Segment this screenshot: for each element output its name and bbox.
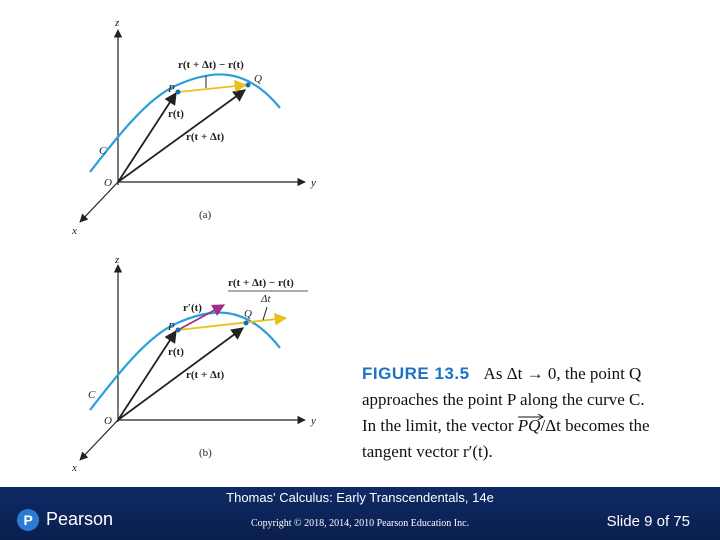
- point-q-marker-a: [245, 82, 251, 88]
- q-label-a: Q: [254, 73, 262, 85]
- secant-vector-a: [177, 79, 248, 93]
- x-label-a: x: [71, 225, 77, 237]
- caption-line-2: approaches the point P along the curve C…: [362, 390, 645, 409]
- caption-vector-pq: PQ: [517, 413, 544, 439]
- pearson-brand: Pearson: [46, 509, 114, 529]
- y-label-a: y: [310, 177, 316, 189]
- figure-label: FIGURE 13.5: [362, 364, 470, 383]
- caption-text-1: As Δt → 0, the point Q: [483, 364, 642, 383]
- caption-text-3a: In the limit, the vector: [362, 416, 518, 435]
- rt-label-b: r(t): [168, 346, 184, 358]
- point-q-marker-b: [243, 320, 249, 326]
- diff-label-b: r(t + Δt) − r(t): [228, 277, 294, 289]
- figure-a: z y x O C P Q r(t) r(t + Δt) r(t + Δt) −…: [71, 17, 316, 237]
- vector-overarrow-icon: [517, 414, 544, 420]
- curve-c-a: [89, 73, 281, 173]
- x-axis-a: [79, 181, 119, 223]
- z-label-a: z: [114, 17, 120, 29]
- svg-text:P: P: [24, 512, 33, 528]
- panel-label-b: (b): [199, 447, 212, 459]
- vector-r-t-b: [117, 329, 177, 421]
- p-label-a: P: [167, 83, 175, 95]
- point-p-marker-b: [175, 327, 181, 333]
- p-label-b: P: [167, 321, 175, 333]
- secant-vector-b: [177, 312, 288, 331]
- vector-r-t-dt-a: [117, 89, 247, 183]
- q-label-b: Q: [244, 308, 252, 320]
- caption-line-3: In the limit, the vector PQ/Δt becomes t…: [362, 413, 712, 439]
- vector-r-t-dt-b: [117, 327, 245, 421]
- caption-line-1: FIGURE 13.5 As Δt → 0, the point Q: [362, 361, 712, 387]
- pearson-logo-icon: P: [17, 509, 39, 531]
- delta-t-label-b: Δt: [260, 293, 271, 305]
- point-p-marker-a: [175, 89, 181, 95]
- footer-copyright: Copyright © 2018, 2014, 2010 Pearson Edu…: [250, 518, 470, 529]
- x-label-b: x: [71, 462, 77, 474]
- y-label-b: y: [310, 415, 316, 427]
- caption-text-3b: /Δt becomes the: [540, 416, 650, 435]
- curve-c-b: [89, 311, 281, 411]
- x-axis-b: [79, 419, 119, 461]
- figure-caption: FIGURE 13.5 As Δt → 0, the point Q approa…: [362, 361, 712, 465]
- rt-label-a: r(t): [168, 108, 184, 120]
- panel-label-a: (a): [199, 209, 212, 221]
- z-label-b: z: [114, 254, 120, 266]
- rtdt-label-b: r(t + Δt): [186, 369, 225, 381]
- origin-label-b: O: [104, 415, 112, 427]
- rtdt-label-a: r(t + Δt): [186, 131, 225, 143]
- origin-label-a: O: [104, 177, 112, 189]
- slide-counter: Slide 9 of 75: [606, 513, 690, 530]
- caption-line-4: tangent vector r′(t).: [362, 442, 493, 461]
- rprime-label-b: r′(t): [183, 302, 202, 314]
- vector-r-t-a: [117, 91, 177, 183]
- diff-label-a: r(t + Δt) − r(t): [178, 59, 244, 71]
- figure-13-5-diagram: z y x O C P Q r(t) r(t + Δt) r(t + Δt) −…: [71, 17, 316, 474]
- footer-book-title: Thomas' Calculus: Early Transcendentals,…: [226, 490, 494, 505]
- tangent-vector-b: [177, 304, 226, 331]
- secant-pointer-b: [262, 306, 268, 321]
- curve-label-b: C: [88, 389, 96, 401]
- curve-label-a: C: [99, 145, 107, 157]
- footer-bar: Thomas' Calculus: Early Transcendentals,…: [0, 487, 720, 540]
- figure-b: z y x O C P Q r′(t) r(t) r(t + Δt) r(t +…: [71, 254, 316, 474]
